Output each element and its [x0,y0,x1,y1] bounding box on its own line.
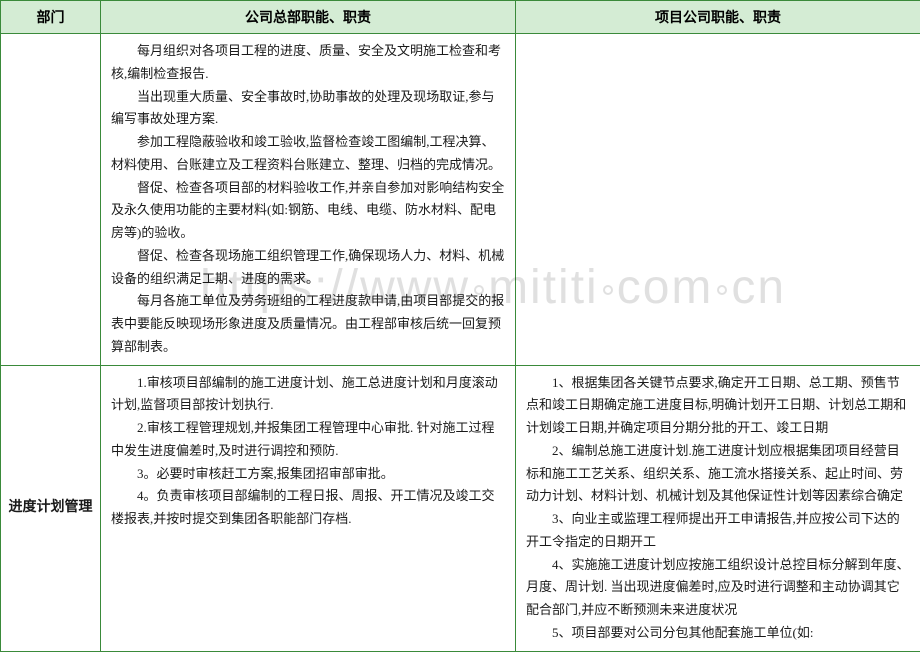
table-header-row: 部门 公司总部职能、职责 项目公司职能、职责 [1,1,920,34]
proj-cell-2: 1、根据集团各关键节点要求,确定开工日期、总工期、预售节点和竣工日期确定施工进度… [516,365,920,651]
hq-cell-2: 1.审核项目部编制的施工进度计划、施工总进度计划和月度滚动计划,监督项目部按计划… [101,365,516,651]
paragraph: 督促、检查各现场施工组织管理工作,确保现场人力、材料、机械设备的组织满足工期、进… [111,245,505,291]
paragraph: 参加工程隐蔽验收和竣工验收,监督检查竣工图编制,工程决算、材料使用、台账建立及工… [111,131,505,177]
dept-cell-2: 进度计划管理 [1,365,101,651]
paragraph: 3。必要时审核赶工方案,报集团招审部审批。 [111,463,505,486]
table-row: 每月组织对各项目工程的进度、质量、安全及文明施工检查和考核,编制检查报告. 当出… [1,34,920,366]
responsibility-table: 部门 公司总部职能、职责 项目公司职能、职责 每月组织对各项目工程的进度、质量、… [0,0,920,652]
paragraph: 当出现重大质量、安全事故时,协助事故的处理及现场取证,参与编写事故处理方案. [111,86,505,132]
header-hq: 公司总部职能、职责 [101,1,516,34]
proj-cell-1 [516,34,920,366]
header-dept: 部门 [1,1,101,34]
paragraph: 2.审核工程管理规划,并报集团工程管理中心审批. 针对施工过程中发生进度偏差时,… [111,417,505,463]
hq-cell-1: 每月组织对各项目工程的进度、质量、安全及文明施工检查和考核,编制检查报告. 当出… [101,34,516,366]
paragraph: 2、编制总施工进度计划.施工进度计划应根据集团项目经营目标和施工工艺关系、组织关… [526,440,910,508]
paragraph: 1.审核项目部编制的施工进度计划、施工总进度计划和月度滚动计划,监督项目部按计划… [111,372,505,418]
table-row: 进度计划管理 1.审核项目部编制的施工进度计划、施工总进度计划和月度滚动计划,监… [1,365,920,651]
dept-cell-1 [1,34,101,366]
header-proj: 项目公司职能、职责 [516,1,920,34]
paragraph: 每月组织对各项目工程的进度、质量、安全及文明施工检查和考核,编制检查报告. [111,40,505,86]
paragraph: 1、根据集团各关键节点要求,确定开工日期、总工期、预售节点和竣工日期确定施工进度… [526,372,910,440]
paragraph: 4。负责审核项目部编制的工程日报、周报、开工情况及竣工交楼报表,并按时提交到集团… [111,485,505,531]
paragraph: 督促、检查各项目部的材料验收工作,并亲自参加对影响结构安全及永久使用功能的主要材… [111,177,505,245]
paragraph: 4、实施施工进度计划应按施工组织设计总控目标分解到年度、月度、周计划. 当出现进… [526,554,910,622]
paragraph: 3、向业主或监理工程师提出开工申请报告,并应按公司下达的开工令指定的日期开工 [526,508,910,554]
paragraph: 每月各施工单位及劳务班组的工程进度款申请,由项目部提交的报表中要能反映现场形象进… [111,290,505,358]
paragraph: 5、项目部要对公司分包其他配套施工单位(如: [526,622,910,645]
